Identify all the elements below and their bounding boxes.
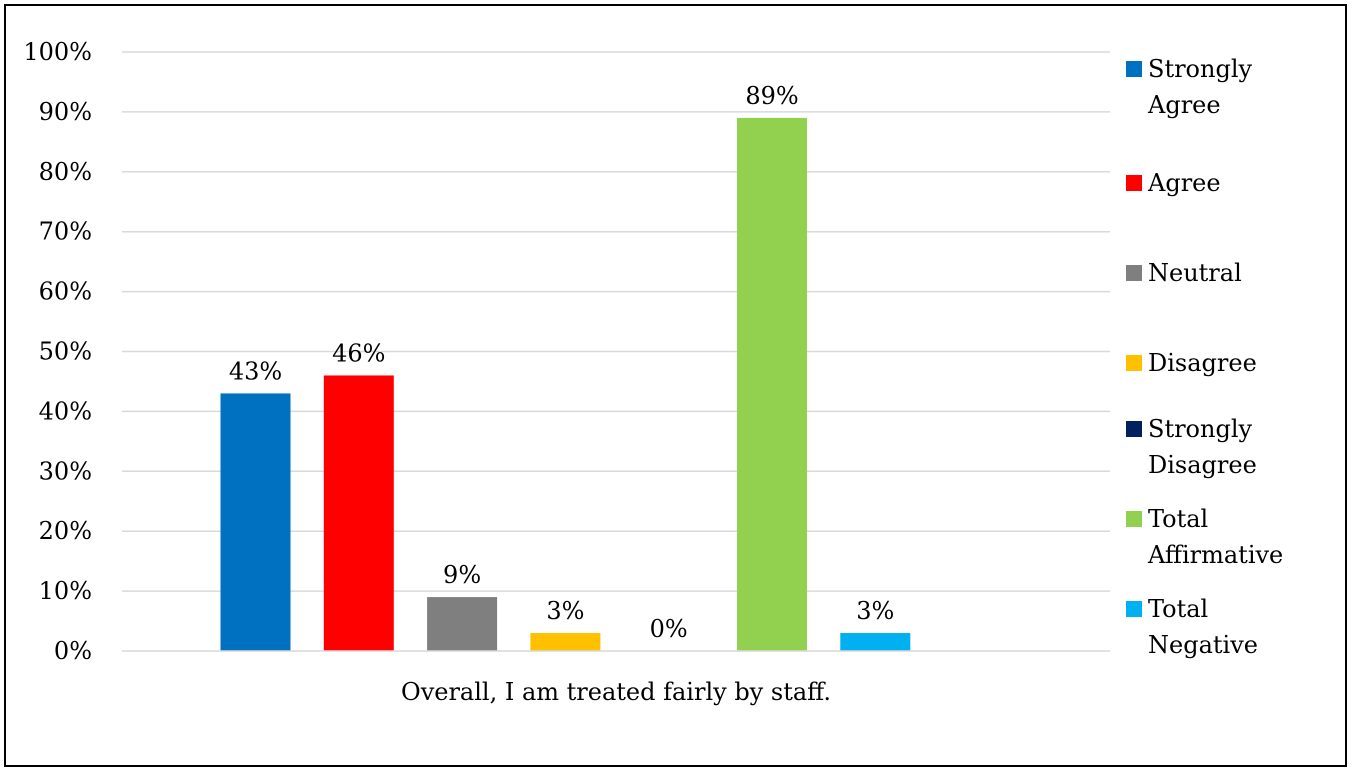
bar-disagree: [530, 633, 601, 651]
y-tick-label: 50%: [39, 338, 92, 366]
bar-agree: [323, 375, 394, 651]
y-axis-ticks: 0% 10% 20% 30% 40% 50% 60% 70% 80% 90% 100%: [23, 38, 92, 665]
y-tick-label: 30%: [39, 457, 92, 485]
data-label-neutral: 9%: [443, 561, 481, 589]
data-label-disagree: 3%: [546, 597, 584, 625]
bar-total-affirmative: [737, 117, 807, 651]
legend: Strongly Agree Agree Neutral Disagree Strongl…: [1126, 55, 1283, 659]
data-label-agree: 46%: [332, 339, 385, 367]
y-tick-label: 90%: [39, 98, 92, 126]
y-tick-label: 100%: [23, 38, 92, 66]
legend-marker-agree: [1126, 175, 1142, 191]
legend-label-strongly-agree: Strongly Agree: [1147, 55, 1253, 119]
y-tick-label: 60%: [39, 278, 92, 306]
legend-marker-strongly-disagree: [1126, 421, 1142, 437]
y-tick-label: 20%: [39, 517, 92, 545]
legend-label-total-affirmative: Total Affirmative: [1147, 505, 1283, 569]
legend-marker-strongly-agree: [1126, 61, 1142, 77]
y-tick-label: 40%: [39, 397, 92, 425]
legend-label-agree: Agree: [1147, 169, 1221, 197]
bar-total-negative: [840, 633, 911, 651]
y-tick-label: 70%: [39, 218, 92, 246]
y-tick-label: 80%: [39, 158, 92, 186]
legend-marker-disagree: [1126, 355, 1142, 371]
data-label-total-negative: 3%: [856, 597, 894, 625]
y-tick-label: 10%: [39, 577, 92, 605]
bar-neutral: [427, 597, 498, 651]
legend-marker-total-negative: [1126, 601, 1142, 617]
legend-label-strongly-disagree: Strongly Disagree: [1148, 415, 1257, 479]
legend-label-neutral: Neutral: [1148, 259, 1242, 287]
category-label: Overall, I am treated fairly by staff.: [401, 678, 831, 706]
y-tick-label: 0%: [54, 637, 92, 665]
data-labels: 43% 46% 9% 3% 0% 89% 3%: [229, 82, 895, 643]
legend-label-total-negative: Total Negative: [1148, 595, 1258, 659]
bars: [220, 117, 911, 651]
legend-marker-total-affirmative: [1126, 511, 1142, 527]
data-label-strongly-disagree: 0%: [650, 615, 688, 643]
legend-marker-neutral: [1126, 265, 1142, 281]
data-label-total-affirmative: 89%: [745, 82, 798, 110]
data-label-strongly-agree: 43%: [229, 357, 282, 385]
legend-label-disagree: Disagree: [1148, 349, 1257, 377]
bar-strongly-agree: [220, 393, 291, 651]
